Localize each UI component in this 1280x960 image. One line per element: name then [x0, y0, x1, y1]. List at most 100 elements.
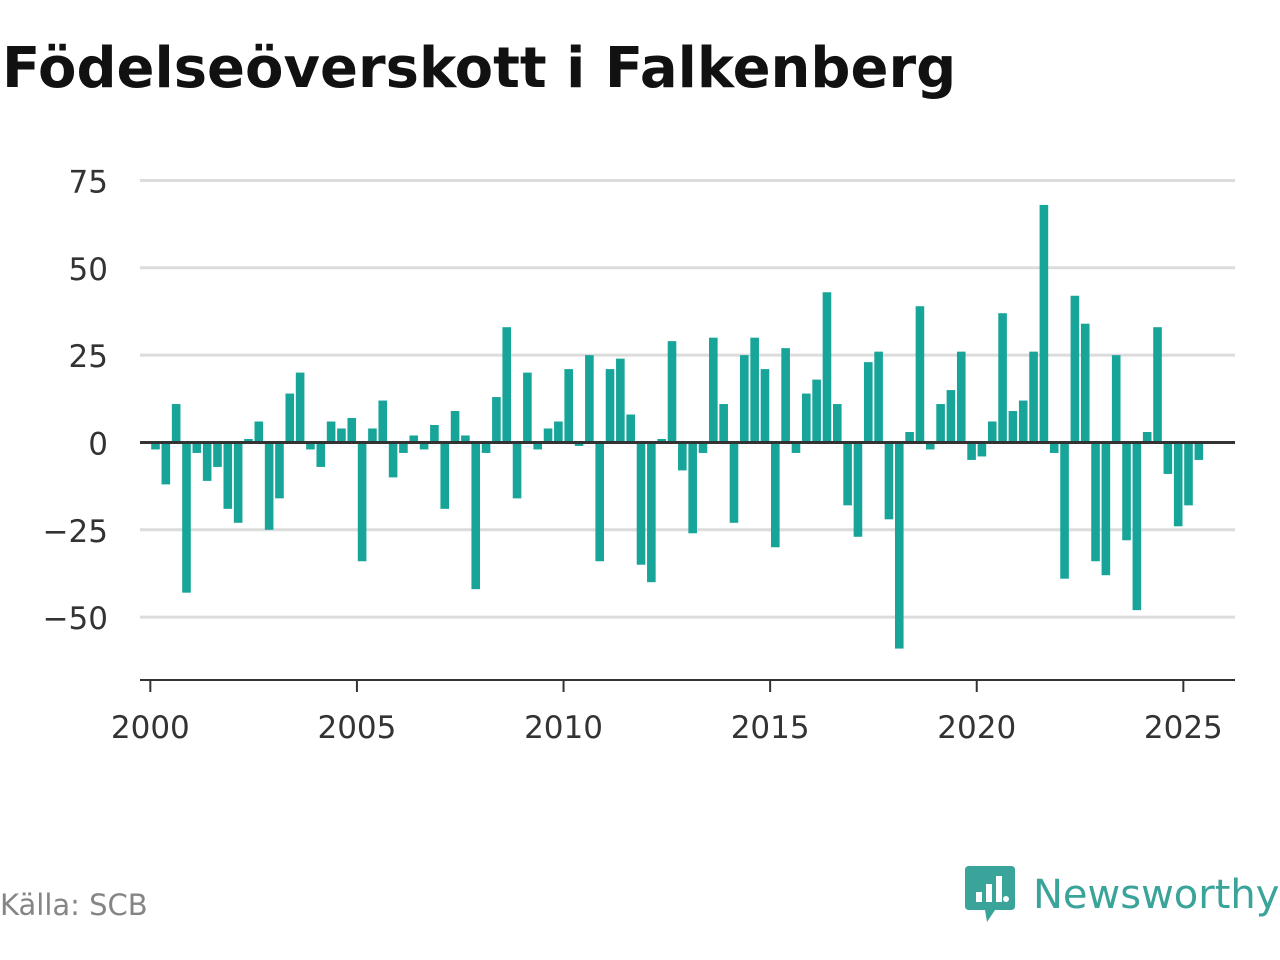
- x-tick-label: 2010: [524, 710, 603, 746]
- bar: [874, 351, 883, 443]
- bar: [595, 442, 604, 562]
- bar: [1029, 351, 1038, 443]
- bar: [347, 418, 357, 443]
- bar: [853, 442, 863, 537]
- bar: [316, 442, 326, 467]
- bar: [709, 337, 718, 443]
- bars: [151, 204, 1204, 649]
- bar: [1173, 442, 1183, 527]
- bar: [1091, 442, 1100, 562]
- bar: [1122, 442, 1131, 541]
- bar: [1060, 442, 1069, 579]
- bar: [605, 369, 615, 443]
- bar: [750, 337, 759, 443]
- x-tick-label: 2025: [1144, 710, 1223, 746]
- bar: [698, 442, 708, 453]
- y-tick-label: −50: [43, 601, 108, 637]
- bar: [512, 442, 522, 499]
- bar: [1142, 431, 1152, 443]
- bar: [905, 431, 914, 443]
- bar: [977, 442, 987, 457]
- bar: [657, 438, 666, 443]
- chart-title: Födelseöverskott i Falkenberg: [2, 36, 957, 101]
- bar: [223, 442, 233, 509]
- bar: [471, 442, 481, 590]
- bar: [182, 442, 191, 593]
- bar: [502, 327, 512, 443]
- bar: [492, 397, 501, 443]
- bar: [616, 358, 625, 443]
- bar: [419, 442, 429, 450]
- bar: [791, 442, 801, 453]
- bar: [781, 348, 790, 443]
- bar: [440, 442, 450, 509]
- bar: [729, 442, 739, 523]
- bar: [202, 442, 212, 481]
- bar: [667, 341, 677, 443]
- bar: [585, 355, 594, 443]
- bar: [1163, 442, 1173, 474]
- axes: [140, 440, 1235, 692]
- bar: [740, 355, 749, 443]
- bar: [678, 442, 687, 471]
- bar: [1184, 442, 1193, 506]
- bar: [1111, 355, 1121, 443]
- bar: [285, 393, 295, 443]
- bar: [894, 442, 904, 649]
- bar: [533, 442, 543, 450]
- bar: [244, 438, 253, 443]
- bar: [626, 414, 635, 443]
- bar: [998, 313, 1007, 443]
- bar: [636, 442, 646, 565]
- bar: [326, 421, 336, 443]
- bar: [822, 292, 832, 443]
- x-tick-label: 2005: [317, 710, 396, 746]
- y-tick-label: 50: [69, 252, 108, 288]
- bar: [1194, 442, 1204, 460]
- bar: [987, 421, 997, 443]
- bar: [399, 442, 408, 453]
- bar: [801, 393, 811, 443]
- bar: [151, 442, 160, 450]
- bar: [1018, 400, 1028, 443]
- bar: [1070, 295, 1080, 443]
- bar: [171, 404, 181, 443]
- x-tick-label: 2000: [111, 710, 190, 746]
- bar: [306, 442, 315, 450]
- bar: [1080, 323, 1090, 443]
- bar: [523, 372, 532, 443]
- bar: [233, 442, 243, 523]
- bar: [554, 421, 563, 443]
- bar: [863, 362, 873, 443]
- bar: [647, 442, 656, 583]
- newsworthy-logo-icon: [965, 866, 1015, 922]
- bar: [719, 404, 728, 443]
- brand[interactable]: Newsworthy: [965, 866, 1279, 924]
- bar: [1008, 411, 1018, 443]
- bar: [1049, 442, 1059, 453]
- bar: [574, 442, 584, 446]
- bar: [192, 442, 202, 453]
- bar: [1153, 327, 1162, 443]
- bar: [956, 351, 966, 443]
- y-tick-label: 75: [69, 164, 108, 200]
- bar: [161, 442, 171, 485]
- bar: [884, 442, 894, 520]
- bar: [688, 442, 697, 534]
- source-label: Källa: SCB: [0, 888, 148, 922]
- bar: [812, 379, 821, 443]
- bar: [843, 442, 852, 506]
- brand-name: Newsworthy: [1033, 872, 1280, 918]
- bar: [254, 421, 264, 443]
- gridlines: [140, 178, 1235, 619]
- bar: [946, 390, 956, 443]
- bar: [450, 411, 460, 443]
- bar: [295, 372, 305, 443]
- bar: [357, 442, 367, 562]
- x-tick-label: 2015: [731, 710, 810, 746]
- bar: [275, 442, 284, 499]
- bar: [543, 428, 553, 443]
- y-tick-label: 25: [69, 339, 108, 375]
- bar: [760, 369, 770, 443]
